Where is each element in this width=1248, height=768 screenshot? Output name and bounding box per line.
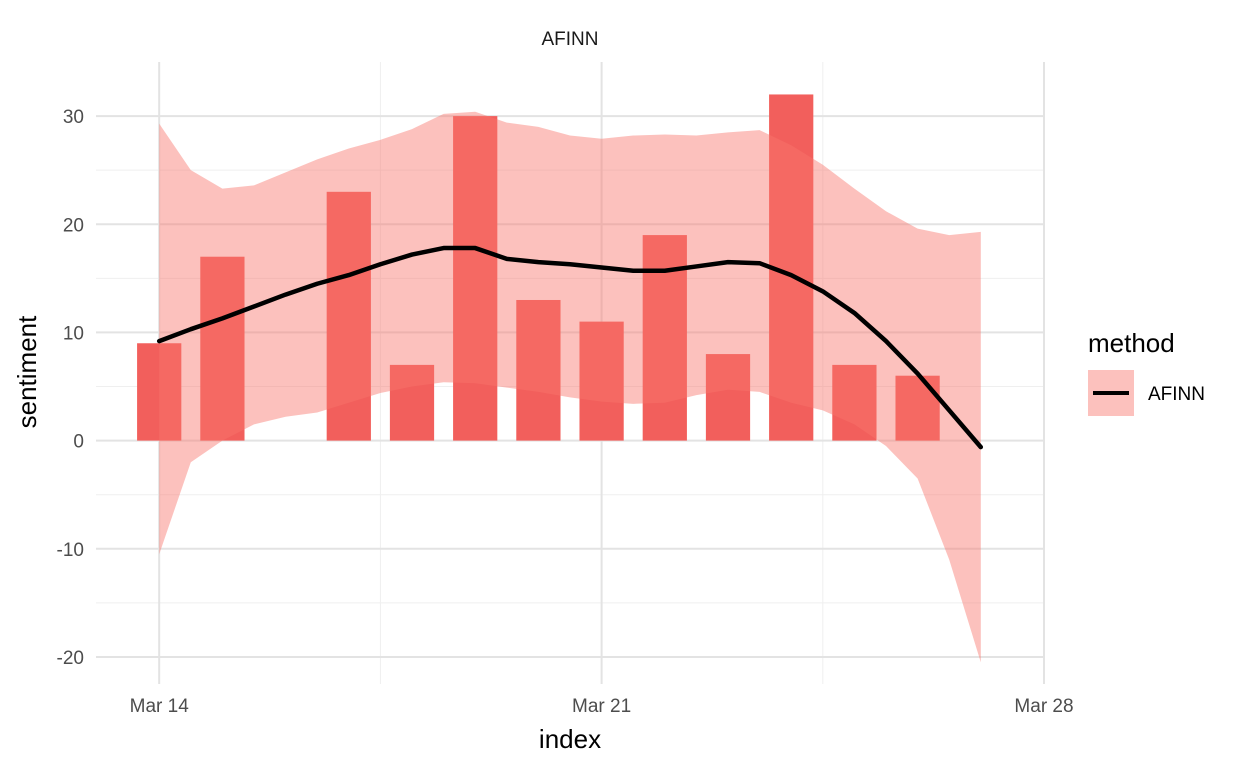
sentiment-bar: [516, 299, 561, 441]
y-tick-label: 0: [73, 432, 84, 453]
x-tick-labels: Mar 14 Mar 21 Mar 28: [130, 696, 1074, 717]
smooth-confidence-band: [159, 111, 981, 663]
sentiment-bar: [453, 116, 498, 441]
sentiment-bar: [705, 354, 751, 441]
sentiment-bar: [895, 375, 940, 441]
y-tick-label: 10: [63, 323, 84, 344]
sentiment-bar: [389, 364, 435, 441]
sentiment-bar: [326, 191, 371, 441]
sentiment-bar: [200, 256, 245, 441]
legend: method AFINN: [1088, 328, 1205, 416]
x-tick-label: Mar 28: [1014, 696, 1073, 717]
minor-gridlines: [96, 62, 1044, 684]
sentiment-bars: [137, 94, 940, 441]
y-tick-label: -20: [57, 648, 84, 669]
y-axis-title: sentiment: [12, 315, 42, 428]
y-tick-label: -10: [57, 540, 84, 561]
sentiment-bar: [137, 343, 182, 441]
y-tick-label: 30: [63, 107, 84, 128]
x-tick-label: Mar 14: [130, 696, 190, 717]
facet-title: AFINN: [542, 29, 599, 50]
smooth-trend-line: [156, 245, 984, 450]
sentiment-bar: [579, 321, 624, 441]
x-tick-label: Mar 21: [572, 696, 631, 717]
legend-title: method: [1088, 328, 1175, 358]
sentiment-bar: [832, 364, 877, 441]
x-axis-title: index: [539, 724, 601, 754]
y-tick-label: 20: [63, 215, 84, 236]
legend-item-label: AFINN: [1148, 384, 1205, 405]
y-tick-labels: -20 -10 0 10 20 30: [57, 107, 84, 669]
